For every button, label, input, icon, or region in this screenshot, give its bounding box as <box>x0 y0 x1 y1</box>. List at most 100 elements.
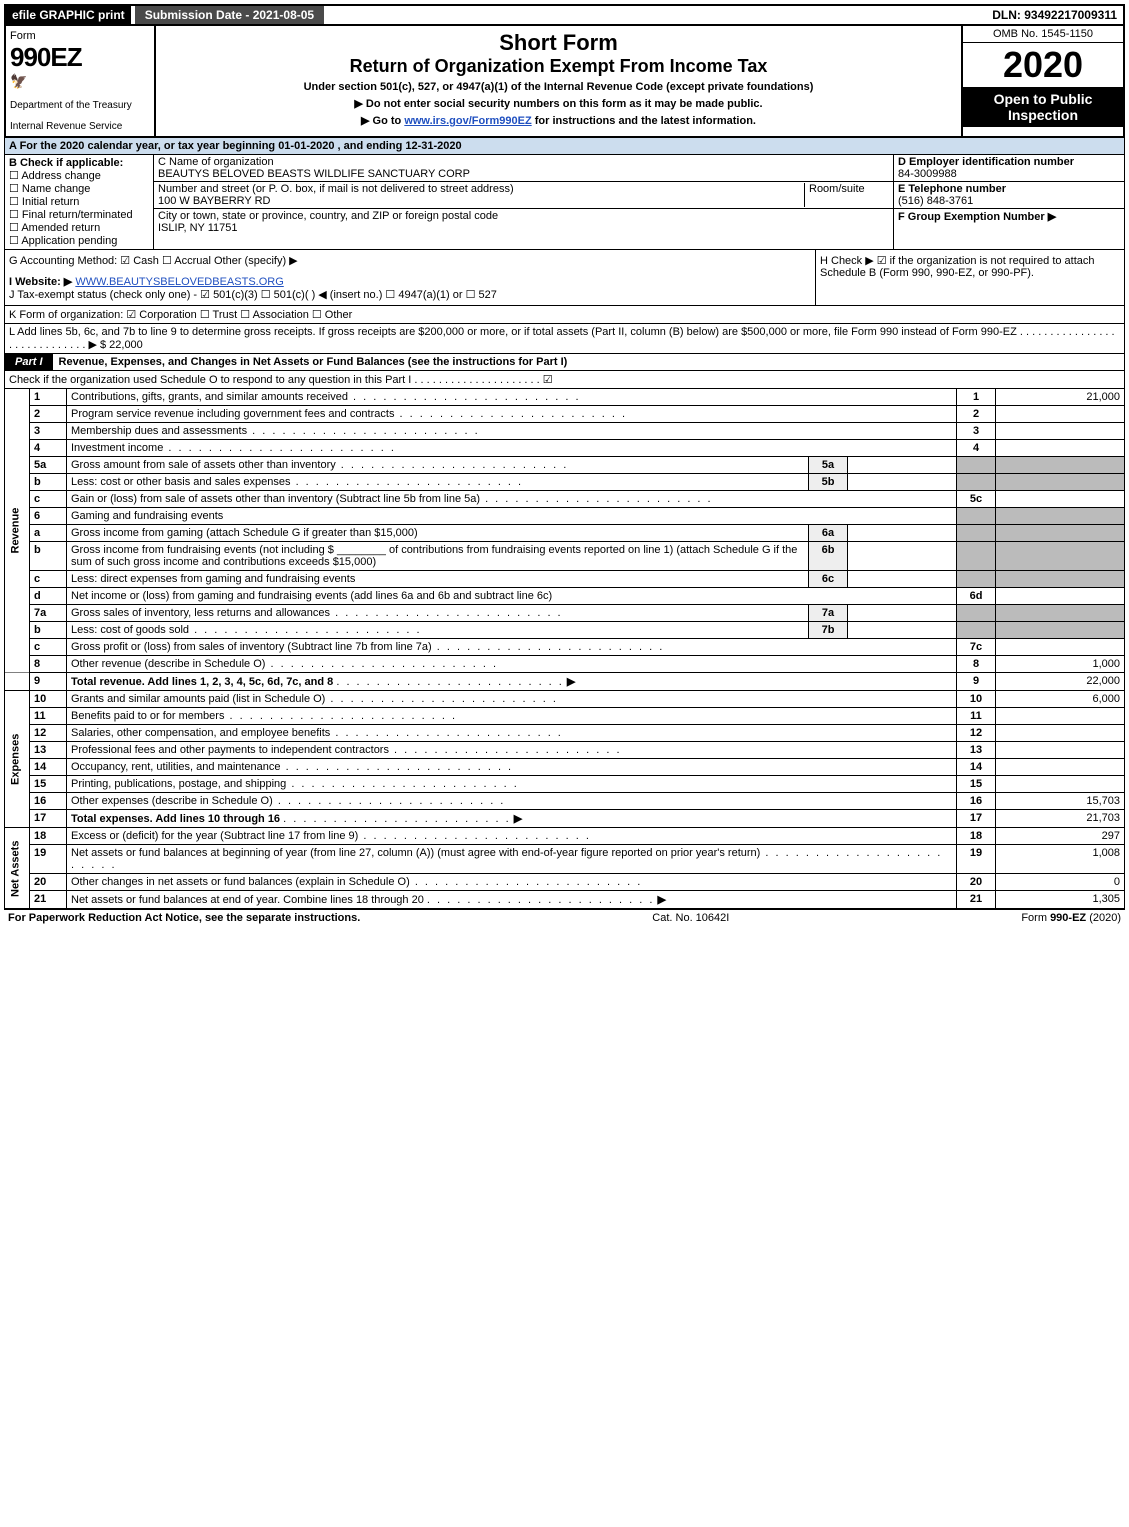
cb-name-change[interactable]: ☐ Name change <box>9 182 149 195</box>
l5b-desc: Less: cost or other basis and sales expe… <box>71 476 523 488</box>
header-left: Form 990EZ 🦅 Department of the Treasury … <box>6 26 156 136</box>
l8-desc: Other revenue (describe in Schedule O) <box>71 658 498 670</box>
footer-mid: Cat. No. 10642I <box>652 912 729 924</box>
line-j: J Tax-exempt status (check only one) - ☑… <box>9 288 811 301</box>
cb-address-change[interactable]: ☐ Address change <box>9 169 149 182</box>
l20-desc: Other changes in net assets or fund bala… <box>71 876 642 888</box>
l6d-desc: Net income or (loss) from gaming and fun… <box>67 588 957 605</box>
l6c-num: c <box>30 571 67 588</box>
l6d-num: d <box>30 588 67 605</box>
l5b-shade2 <box>996 474 1125 491</box>
l11-desc: Benefits paid to or for members <box>71 710 457 722</box>
line-l: L Add lines 5b, 6c, and 7b to line 9 to … <box>4 324 1125 354</box>
l6a-desc: Gross income from gaming (attach Schedul… <box>67 525 809 542</box>
l7a-num: 7a <box>30 605 67 622</box>
l16-num: 16 <box>30 793 67 810</box>
c-room-label: Room/suite <box>804 183 889 207</box>
l8-amount: 1,000 <box>996 656 1125 673</box>
l21-arrow: ▶ <box>658 894 666 906</box>
l3-num: 3 <box>30 423 67 440</box>
l15-amount <box>996 776 1125 793</box>
l11-num: 11 <box>30 708 67 725</box>
l6a-num: a <box>30 525 67 542</box>
c-city: ISLIP, NY 11751 <box>158 222 238 234</box>
irs-link[interactable]: www.irs.gov/Form990EZ <box>404 115 531 127</box>
f-label: F Group Exemption Number ▶ <box>898 211 1056 223</box>
l13-rn: 13 <box>957 742 996 759</box>
l12-num: 12 <box>30 725 67 742</box>
l7a-desc: Gross sales of inventory, less returns a… <box>71 607 563 619</box>
website-link[interactable]: WWW.BEAUTYSBELOVEDBEASTS.ORG <box>75 276 283 288</box>
l6c-desc: Less: direct expenses from gaming and fu… <box>67 571 809 588</box>
l6c-in: 6c <box>809 571 848 588</box>
l7a-shade <box>957 605 996 622</box>
submission-date: Submission Date - 2021-08-05 <box>135 6 324 24</box>
l6a-inval <box>848 525 957 542</box>
c-street: 100 W BAYBERRY RD <box>158 195 271 207</box>
l4-num: 4 <box>30 440 67 457</box>
l13-amount <box>996 742 1125 759</box>
l1-num: 1 <box>30 389 67 406</box>
tax-year: 2020 <box>963 43 1123 87</box>
line-h: H Check ▶ ☑ if the organization is not r… <box>815 250 1124 305</box>
l16-desc: Other expenses (describe in Schedule O) <box>71 795 505 807</box>
warn-note: ▶ Do not enter social security numbers o… <box>164 97 953 110</box>
l10-num: 10 <box>30 691 67 708</box>
cb-final-return[interactable]: ☐ Final return/terminated <box>9 208 149 221</box>
line-g: G Accounting Method: ☑ Cash ☐ Accrual Ot… <box>9 254 811 267</box>
l13-num: 13 <box>30 742 67 759</box>
c-name-label: C Name of organization <box>158 156 274 168</box>
cb-pending[interactable]: ☐ Application pending <box>9 234 149 247</box>
l2-rn: 2 <box>957 406 996 423</box>
l6a-shade2 <box>996 525 1125 542</box>
dln: DLN: 93492217009311 <box>986 6 1123 24</box>
l6-shade2 <box>996 508 1125 525</box>
col-b-checkboxes: B Check if applicable: ☐ Address change … <box>5 155 154 249</box>
form-number: 990EZ <box>10 42 150 73</box>
col-def: D Employer identification number 84-3009… <box>894 155 1124 249</box>
l19-num: 19 <box>30 845 67 874</box>
cb-amended[interactable]: ☐ Amended return <box>9 221 149 234</box>
cb-initial-return[interactable]: ☐ Initial return <box>9 195 149 208</box>
l6d-rn: 6d <box>957 588 996 605</box>
l4-desc: Investment income <box>71 442 396 454</box>
l6a-shade <box>957 525 996 542</box>
l14-num: 14 <box>30 759 67 776</box>
omb: OMB No. 1545-1150 <box>963 26 1123 43</box>
l12-desc: Salaries, other compensation, and employ… <box>71 727 563 739</box>
l5c-rn: 5c <box>957 491 996 508</box>
l17-desc: Total expenses. Add lines 10 through 16 <box>71 813 280 825</box>
l10-desc: Grants and similar amounts paid (list in… <box>71 693 558 705</box>
l6-desc: Gaming and fundraising events <box>67 508 957 525</box>
org-info-grid: B Check if applicable: ☐ Address change … <box>4 155 1125 250</box>
l18-amount: 297 <box>996 828 1125 845</box>
l7b-shade2 <box>996 622 1125 639</box>
e-phone: (516) 848-3761 <box>898 195 973 207</box>
l4-rn: 4 <box>957 440 996 457</box>
efile-label[interactable]: efile GRAPHIC print <box>6 6 131 24</box>
l1-rn: 1 <box>957 389 996 406</box>
part1-header: Part I Revenue, Expenses, and Changes in… <box>4 354 1125 371</box>
l7b-in: 7b <box>809 622 848 639</box>
l5a-desc: Gross amount from sale of assets other t… <box>71 459 568 471</box>
l9-desc: Total revenue. Add lines 1, 2, 3, 4, 5c,… <box>71 676 333 688</box>
l7c-rn: 7c <box>957 639 996 656</box>
l20-rn: 20 <box>957 874 996 891</box>
l5c-desc: Gain or (loss) from sale of assets other… <box>71 493 713 505</box>
l5a-inval <box>848 457 957 474</box>
l19-rn: 19 <box>957 845 996 874</box>
row-a-period: A For the 2020 calendar year, or tax yea… <box>4 138 1125 155</box>
l14-desc: Occupancy, rent, utilities, and maintena… <box>71 761 513 773</box>
l2-desc: Program service revenue including govern… <box>71 408 627 420</box>
l7c-num: c <box>30 639 67 656</box>
l1-amount: 21,000 <box>996 389 1125 406</box>
c-org-name: BEAUTYS BELOVED BEASTS WILDLIFE SANCTUAR… <box>158 168 470 180</box>
l1-desc: Contributions, gifts, grants, and simila… <box>71 391 581 403</box>
l6b-shade <box>957 542 996 571</box>
l11-rn: 11 <box>957 708 996 725</box>
l16-amount: 15,703 <box>996 793 1125 810</box>
l5a-in: 5a <box>809 457 848 474</box>
l19-amount: 1,008 <box>996 845 1125 874</box>
part1-check-note: Check if the organization used Schedule … <box>4 371 1125 389</box>
goto-note: ▶ Go to www.irs.gov/Form990EZ for instru… <box>164 114 953 127</box>
